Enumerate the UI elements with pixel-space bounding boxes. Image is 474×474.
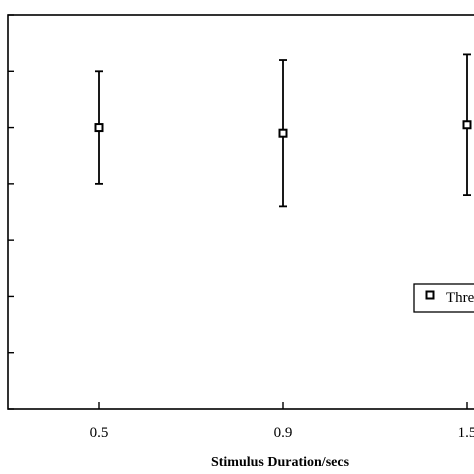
legend-marker <box>425 290 435 300</box>
legend-label: Thre <box>446 290 474 306</box>
x-tick-label: 0.9 <box>274 425 293 441</box>
data-point <box>94 70 104 185</box>
data-point <box>462 53 472 197</box>
series-layer <box>94 53 472 208</box>
marker <box>462 120 472 130</box>
marker <box>94 123 104 133</box>
plot-border <box>7 14 474 410</box>
legend: Thre <box>413 283 474 313</box>
x-tick-label: 1.5 <box>458 425 474 441</box>
plot-frame <box>7 14 474 410</box>
x-axis-ticks: 0.5 0.9 1.5 <box>90 402 474 441</box>
x-axis-title: Stimulus Duration/secs <box>211 455 350 470</box>
legend-box <box>413 283 474 313</box>
data-point <box>278 59 288 208</box>
x-tick-label: 0.5 <box>90 425 109 441</box>
y-axis-ticks <box>8 14 14 410</box>
marker <box>278 128 288 138</box>
